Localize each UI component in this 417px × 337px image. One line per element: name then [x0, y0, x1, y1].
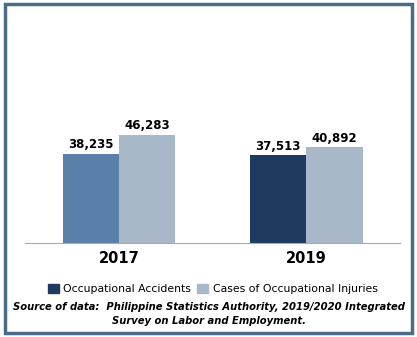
Bar: [63, 154, 119, 243]
Bar: [306, 147, 363, 243]
Bar: [119, 135, 175, 243]
Text: 38,235: 38,235: [68, 138, 113, 151]
Text: Source of data:  Philippine Statistics Authority, 2019/2020 Integrated
Survey on: Source of data: Philippine Statistics Au…: [13, 302, 404, 326]
Bar: [250, 155, 306, 243]
Text: 37,513: 37,513: [256, 140, 301, 153]
Legend: Occupational Accidents, Cases of Occupational Injuries: Occupational Accidents, Cases of Occupat…: [43, 279, 382, 299]
Text: FIGURE 1 - Occupational Accidents and Cases
of Occupational Injuries in Establis: FIGURE 1 - Occupational Accidents and Ca…: [61, 24, 356, 92]
Text: 46,283: 46,283: [124, 119, 170, 132]
Text: 40,892: 40,892: [312, 132, 357, 145]
